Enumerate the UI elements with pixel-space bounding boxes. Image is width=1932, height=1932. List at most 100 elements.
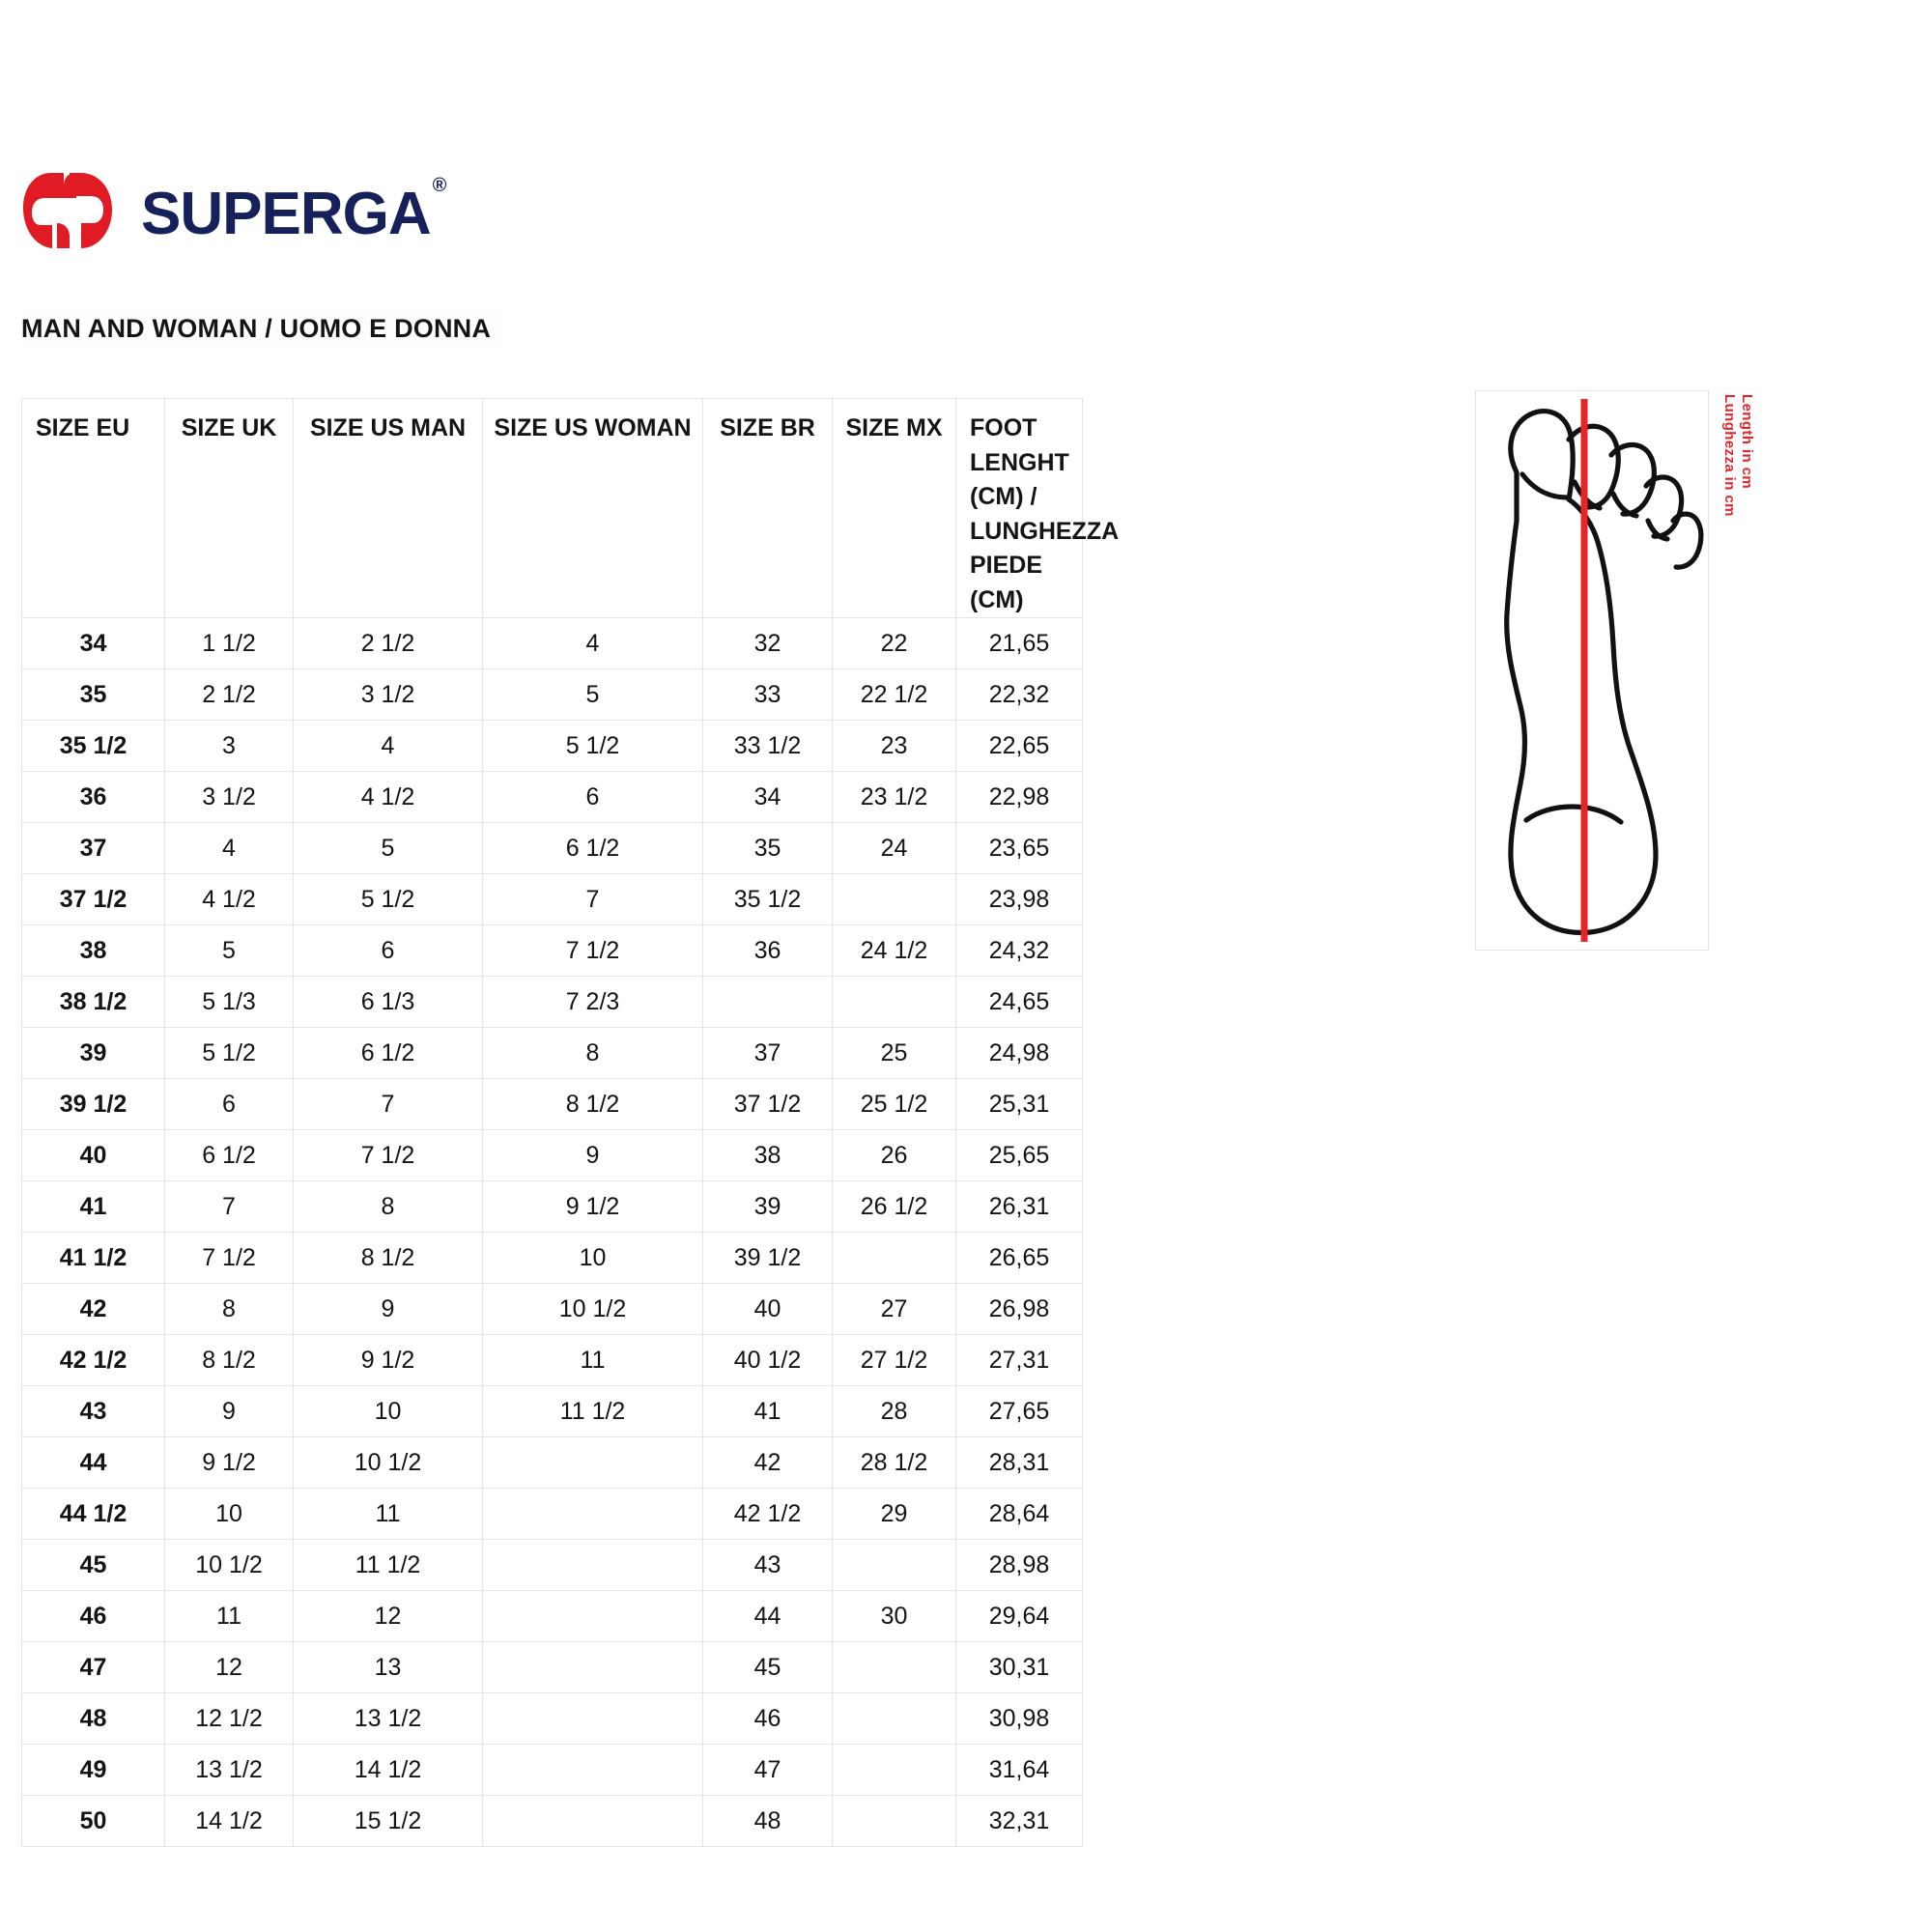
- cell-size-uk: 5 1/3: [164, 976, 294, 1028]
- cell-size-uk: 6 1/2: [164, 1129, 294, 1181]
- cell-size-uk: 10 1/2: [164, 1539, 294, 1591]
- cell-size-eu: 39: [21, 1027, 165, 1079]
- length-label-italian: Lunghezza in cm: [1721, 394, 1738, 517]
- cell-size-uk: 12 1/2: [164, 1692, 294, 1745]
- cell-size-us-woman: 9: [482, 1129, 703, 1181]
- table-row: 43 9 10 11 1/2 41 28 27,65: [21, 1385, 1083, 1437]
- cell-size-mx: [832, 873, 956, 925]
- cell-size-us-man: 4: [293, 720, 483, 772]
- cell-foot-length: 21,65: [955, 617, 1083, 669]
- cell-size-mx: 22: [832, 617, 956, 669]
- cell-foot-length: 26,98: [955, 1283, 1083, 1335]
- cell-foot-length: 22,98: [955, 771, 1083, 823]
- table-row: 39 5 1/2 6 1/2 8 37 25 24,98: [21, 1027, 1083, 1079]
- cell-size-mx: 23 1/2: [832, 771, 956, 823]
- cell-size-us-woman: 4: [482, 617, 703, 669]
- cell-size-mx: 27 1/2: [832, 1334, 956, 1386]
- table-row: 35 2 1/2 3 1/2 5 33 22 1/2 22,32: [21, 668, 1083, 721]
- registered-trademark-icon: ®: [432, 175, 447, 197]
- cell-size-eu: 42 1/2: [21, 1334, 165, 1386]
- table-body: 34 1 1/2 2 1/2 4 32 22 21,65 35 2 1/2 3 1/2 5 33 22 …: [21, 617, 1083, 1847]
- cell-foot-length: 31,64: [955, 1744, 1083, 1796]
- table-row: 44 9 1/2 10 1/2 42 28 1/2 28,31: [21, 1436, 1083, 1489]
- cell-size-br: 32: [702, 617, 833, 669]
- cell-size-mx: [832, 976, 956, 1028]
- column-header-size-uk: SIZE UK: [164, 398, 294, 618]
- cell-foot-length: 32,31: [955, 1795, 1083, 1847]
- cell-size-eu: 44: [21, 1436, 165, 1489]
- cell-size-us-man: 10 1/2: [293, 1436, 483, 1489]
- cell-foot-length: 30,98: [955, 1692, 1083, 1745]
- cell-foot-length: 30,31: [955, 1641, 1083, 1693]
- cell-size-us-woman: 8 1/2: [482, 1078, 703, 1130]
- foot-measurement-diagram: [1475, 390, 1709, 951]
- cell-foot-length: 26,65: [955, 1232, 1083, 1284]
- cell-size-us-woman: [482, 1692, 703, 1745]
- foot-length-labels: Length in cm Lunghezza in cm: [1711, 394, 1769, 587]
- cell-size-uk: 8 1/2: [164, 1334, 294, 1386]
- cell-size-mx: 24 1/2: [832, 924, 956, 977]
- cell-size-mx: 27: [832, 1283, 956, 1335]
- table-row: 37 1/2 4 1/2 5 1/2 7 35 1/2 23,98: [21, 873, 1083, 925]
- cell-size-uk: 12: [164, 1641, 294, 1693]
- cell-size-br: 44: [702, 1590, 833, 1642]
- cell-foot-length: 28,31: [955, 1436, 1083, 1489]
- cell-size-us-woman: 7: [482, 873, 703, 925]
- cell-size-eu: 44 1/2: [21, 1488, 165, 1540]
- table-row: 44 1/2 10 11 42 1/2 29 28,64: [21, 1488, 1083, 1540]
- cell-size-us-man: 9 1/2: [293, 1334, 483, 1386]
- foot-length-header-line-2: LUNGHEZZA PIEDE (CM): [970, 517, 1119, 613]
- cell-size-mx: 25: [832, 1027, 956, 1079]
- table-row: 40 6 1/2 7 1/2 9 38 26 25,65: [21, 1129, 1083, 1181]
- cell-size-us-man: 14 1/2: [293, 1744, 483, 1796]
- cell-size-br: 48: [702, 1795, 833, 1847]
- table-row: 48 12 1/2 13 1/2 46 30,98: [21, 1692, 1083, 1745]
- column-header-size-eu: SIZE EU: [21, 398, 165, 618]
- cell-size-uk: 13 1/2: [164, 1744, 294, 1796]
- column-header-size-us-man: SIZE US MAN: [293, 398, 483, 618]
- cell-size-uk: 6: [164, 1078, 294, 1130]
- cell-size-us-woman: 10: [482, 1232, 703, 1284]
- cell-size-br: 42: [702, 1436, 833, 1489]
- cell-size-us-woman: 11 1/2: [482, 1385, 703, 1437]
- cell-size-br: 33: [702, 668, 833, 721]
- cell-size-us-woman: [482, 1795, 703, 1847]
- foot-length-measure-line: [1580, 399, 1588, 942]
- cell-size-br: 41: [702, 1385, 833, 1437]
- table-row: 42 8 9 10 1/2 40 27 26,98: [21, 1283, 1083, 1335]
- cell-size-us-woman: 5: [482, 668, 703, 721]
- cell-size-br: 47: [702, 1744, 833, 1796]
- cell-size-br: 43: [702, 1539, 833, 1591]
- page-title: MAN AND WOMAN / UOMO E DONNA: [21, 311, 505, 349]
- column-header-size-mx: SIZE MX: [832, 398, 956, 618]
- cell-size-us-man: 13: [293, 1641, 483, 1693]
- cell-size-us-man: 15 1/2: [293, 1795, 483, 1847]
- cell-size-us-man: 8: [293, 1180, 483, 1233]
- table-row: 41 1/2 7 1/2 8 1/2 10 39 1/2 26,65: [21, 1232, 1083, 1284]
- cell-size-us-woman: 9 1/2: [482, 1180, 703, 1233]
- cell-foot-length: 24,98: [955, 1027, 1083, 1079]
- cell-size-mx: [832, 1539, 956, 1591]
- cell-size-us-man: 5: [293, 822, 483, 874]
- cell-size-us-man: 11 1/2: [293, 1539, 483, 1591]
- cell-size-uk: 2 1/2: [164, 668, 294, 721]
- cell-size-uk: 3 1/2: [164, 771, 294, 823]
- cell-size-us-man: 7: [293, 1078, 483, 1130]
- cell-size-eu: 50: [21, 1795, 165, 1847]
- cell-size-mx: 22 1/2: [832, 668, 956, 721]
- cell-size-br: 35 1/2: [702, 873, 833, 925]
- table-row: 47 12 13 45 30,31: [21, 1641, 1083, 1693]
- cell-size-uk: 3: [164, 720, 294, 772]
- cell-size-uk: 14 1/2: [164, 1795, 294, 1847]
- table-row: 50 14 1/2 15 1/2 48 32,31: [21, 1795, 1083, 1847]
- cell-size-mx: 28: [832, 1385, 956, 1437]
- cell-size-us-woman: [482, 1436, 703, 1489]
- cell-foot-length: 22,65: [955, 720, 1083, 772]
- cell-size-mx: [832, 1795, 956, 1847]
- foot-sole-outline-icon: [1504, 409, 1704, 936]
- column-header-foot-length: FOOT LENGHT (CM) / LUNGHEZZA PIEDE (CM): [955, 398, 1118, 618]
- cell-size-mx: [832, 1641, 956, 1693]
- cell-size-eu: 46: [21, 1590, 165, 1642]
- cell-size-br: 33 1/2: [702, 720, 833, 772]
- table-row: 37 4 5 6 1/2 35 24 23,65: [21, 822, 1083, 874]
